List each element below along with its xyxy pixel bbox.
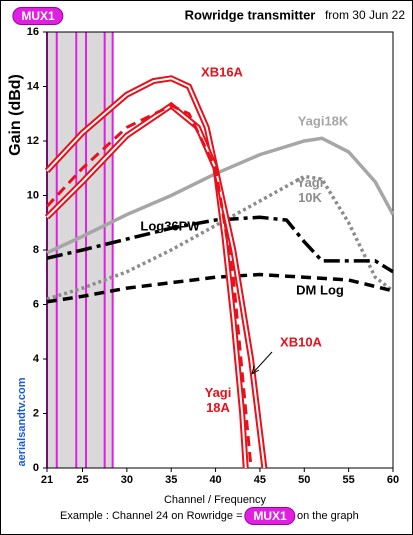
y-tick-label: 0 bbox=[33, 462, 39, 474]
x-tick-label: 45 bbox=[254, 474, 266, 486]
y-tick-label: 2 bbox=[33, 407, 39, 419]
series-line-core bbox=[46, 104, 266, 469]
series-label: XB16A bbox=[201, 64, 243, 80]
x-tick-label: 60 bbox=[387, 474, 399, 486]
x-tick-label: 50 bbox=[298, 474, 310, 486]
y-tick-label: 16 bbox=[27, 26, 39, 38]
x-axis-label: Channel / Frequency bbox=[164, 494, 267, 506]
y-tick-label: 10 bbox=[27, 189, 39, 201]
x-tick-label: 55 bbox=[343, 474, 355, 486]
series-label: Yagi 10K bbox=[296, 175, 324, 205]
mux-badge: MUX1 bbox=[12, 7, 64, 25]
y-tick-label: 8 bbox=[33, 244, 39, 256]
site-name: aerialsandtv.com bbox=[16, 377, 28, 466]
pointer-arrow bbox=[251, 351, 273, 375]
series-label: Yagi18K bbox=[297, 113, 349, 129]
x-tick-label: 21 bbox=[41, 474, 53, 486]
series-line bbox=[46, 272, 394, 304]
footer-text: on the graph bbox=[297, 510, 359, 522]
series-line bbox=[46, 136, 395, 255]
x-tick-label: 40 bbox=[209, 474, 221, 486]
y-tick-label: 12 bbox=[27, 135, 39, 147]
series-label: Log36PW bbox=[140, 218, 200, 234]
x-tick-label: 35 bbox=[165, 474, 177, 486]
y-tick-label: 6 bbox=[33, 298, 39, 310]
series-label: XB10A bbox=[280, 334, 322, 350]
series-label: DM Log bbox=[296, 282, 344, 298]
chart-title: Rowridge transmitter bbox=[185, 7, 316, 22]
series-line bbox=[46, 215, 394, 274]
chart-subtitle: from 30 Jun 22 bbox=[325, 8, 405, 22]
x-tick-label: 25 bbox=[76, 474, 88, 486]
series-line bbox=[46, 174, 395, 301]
y-tick-label: 14 bbox=[27, 80, 40, 92]
x-tick-label: 30 bbox=[121, 474, 133, 486]
series-line-core bbox=[46, 77, 247, 469]
y-tick-label: 4 bbox=[33, 353, 40, 365]
y-axis-label: Gain (dBd) bbox=[7, 74, 24, 156]
series-label: Yagi 18A bbox=[204, 385, 232, 415]
footer-badge: MUX1 bbox=[244, 507, 296, 525]
footer-text: Example : Channel 24 on Rowridge = bbox=[60, 510, 243, 522]
